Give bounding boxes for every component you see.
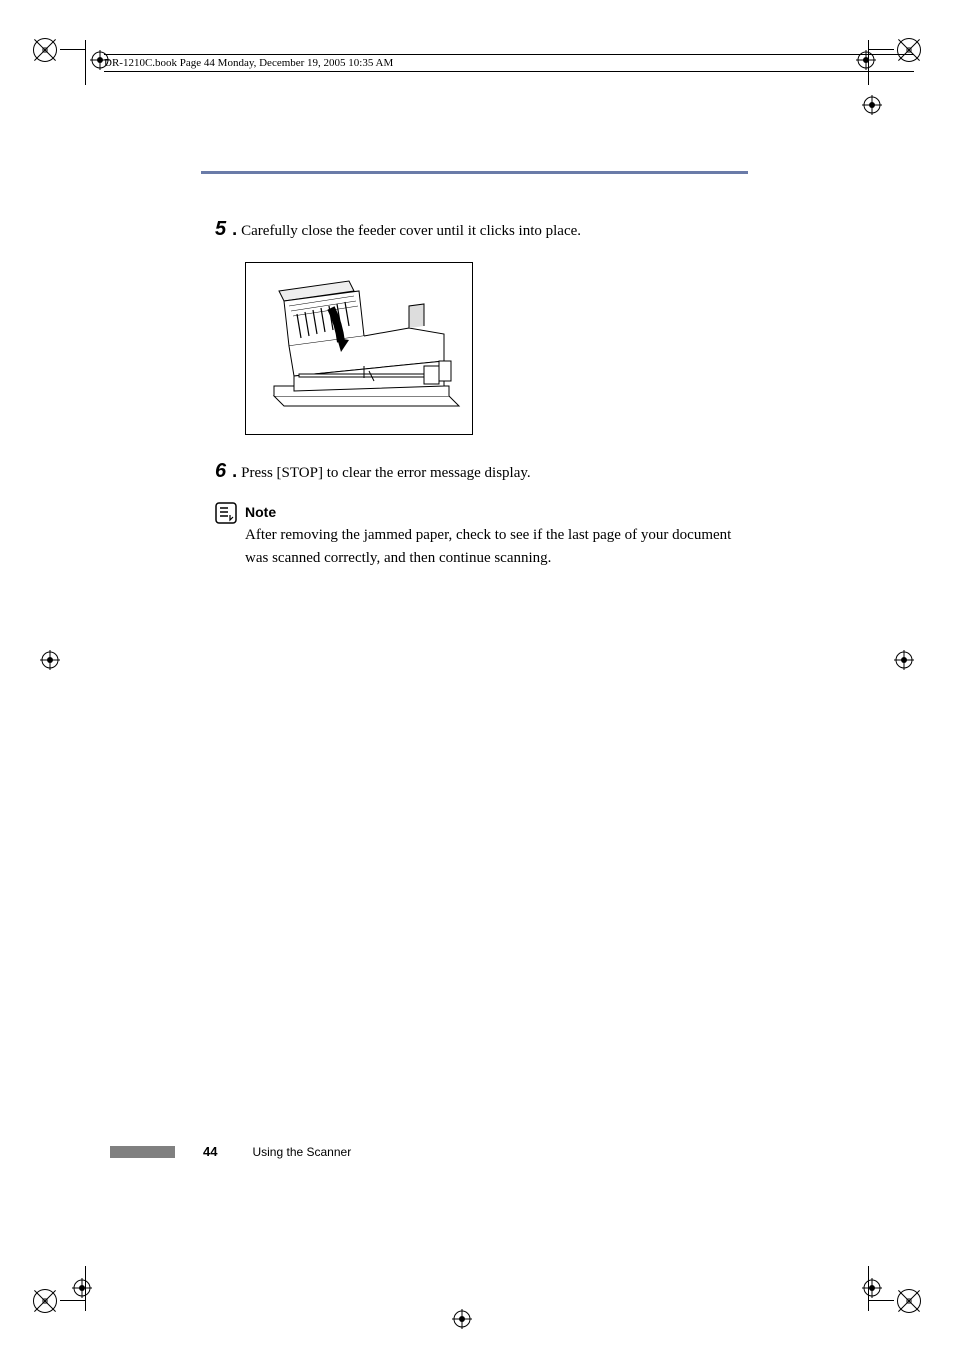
crop-line — [869, 49, 894, 50]
crop-line — [60, 49, 85, 50]
registration-mark — [72, 1278, 92, 1298]
note-icon — [215, 502, 237, 524]
step-number: 6 — [215, 460, 226, 483]
registration-mark — [894, 650, 914, 670]
note-content: Note After removing the jammed paper, ch… — [245, 504, 735, 569]
note-label: Note — [245, 504, 735, 520]
crop-circle-bottom-left — [33, 1289, 57, 1313]
step-dot: . — [232, 461, 237, 482]
registration-mark — [452, 1309, 472, 1329]
content-area: 5 . Carefully close the feeder cover unt… — [215, 218, 735, 569]
crop-circle-bottom-right — [897, 1289, 921, 1313]
step-text: Press [STOP] to clear the error message … — [241, 463, 531, 484]
crop-line — [60, 1300, 85, 1301]
note-text: After removing the jammed paper, check t… — [245, 524, 735, 569]
crop-line — [85, 40, 86, 85]
content-divider — [201, 171, 748, 174]
note-section: Note After removing the jammed paper, ch… — [215, 504, 735, 569]
crop-line — [868, 1266, 869, 1311]
header-info-text: DR-1210C.book Page 44 Monday, December 1… — [104, 54, 914, 72]
registration-mark — [40, 650, 60, 670]
step-text: Carefully close the feeder cover until i… — [241, 221, 581, 242]
crop-circle-top-left — [33, 38, 57, 62]
step-dot: . — [232, 219, 237, 240]
crop-line — [85, 1266, 86, 1311]
step-6: 6 . Press [STOP] to clear the error mess… — [215, 460, 735, 484]
footer-section-text: Using the Scanner — [252, 1145, 351, 1159]
registration-mark — [862, 1278, 882, 1298]
crop-line — [869, 1300, 894, 1301]
registration-mark — [862, 95, 882, 115]
step-5: 5 . Carefully close the feeder cover unt… — [215, 218, 735, 242]
figure-container — [245, 262, 735, 435]
footer-bar — [110, 1146, 175, 1158]
step-number: 5 — [215, 218, 226, 241]
scanner-feeder-illustration — [245, 262, 473, 435]
page-footer: 44 Using the Scanner — [110, 1144, 351, 1159]
page-number: 44 — [203, 1144, 217, 1159]
